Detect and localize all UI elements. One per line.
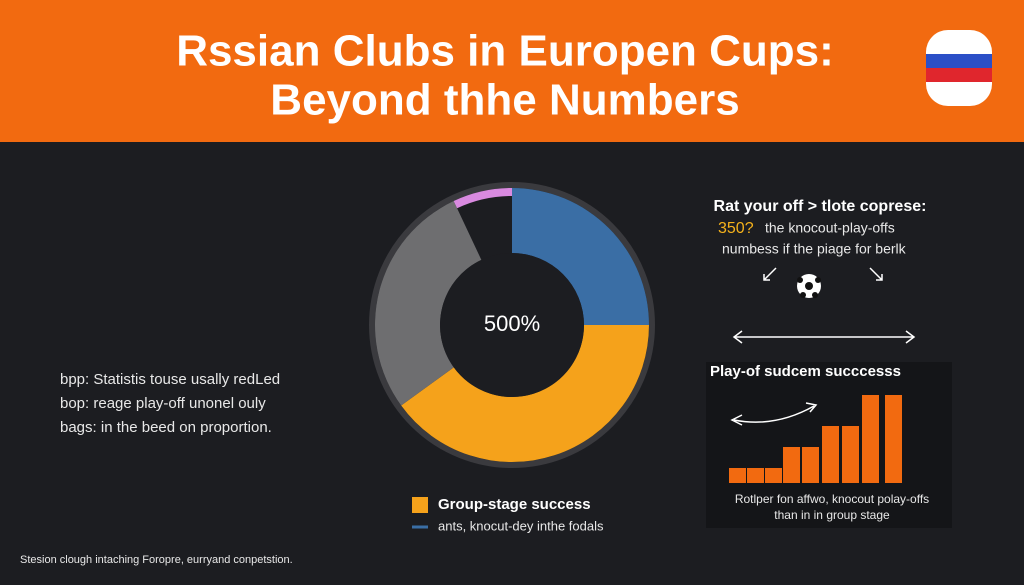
right-heading: Rat your off > tlote coprese: <box>714 198 927 215</box>
legend-label: ants, knocut-dey inthe fodals <box>438 518 604 533</box>
flag-icon <box>926 30 992 106</box>
header-band <box>0 0 1024 142</box>
bar <box>783 447 800 483</box>
arrows <box>732 267 916 344</box>
legend-swatch <box>412 497 428 513</box>
title-line: Beyond thhe Numbers <box>270 76 739 125</box>
left-note: bpp: Statistis touse usally redLed <box>60 371 280 388</box>
swap-arrow <box>730 402 818 426</box>
bar <box>747 468 764 483</box>
bar <box>765 468 782 483</box>
bar <box>885 395 902 483</box>
bar-caption: than in in group stage <box>774 508 890 522</box>
donut-segment <box>375 201 482 406</box>
donut-center-label: 500% <box>484 311 540 336</box>
donut-segment <box>512 188 649 325</box>
bar-title: Play-of sudcem succcesss <box>710 363 901 380</box>
donut-outline <box>369 182 655 468</box>
donut-hole <box>440 253 584 397</box>
donut-segment <box>401 325 649 462</box>
ball-icon <box>797 274 821 298</box>
bar <box>822 426 839 483</box>
donut-segment <box>453 188 512 209</box>
right-note: the knocout-play-offs <box>765 220 895 236</box>
right-note: numbess if the piage for berlk <box>722 241 907 257</box>
left-note: bop: reage play-off unonel ouly <box>60 395 266 412</box>
right-highlight: 350? <box>718 220 754 237</box>
legend-label: Group-stage success <box>438 496 591 513</box>
bar-caption: Rotlper fon affwo, knocout polay-offs <box>735 492 929 506</box>
title-line: Rssian Clubs in Europen Cups: <box>176 27 834 76</box>
legend-swatch <box>412 525 428 529</box>
bar <box>862 395 879 483</box>
bar <box>802 447 819 483</box>
bar <box>842 426 859 483</box>
footer: Stesion clough intaching Foropre, eurrya… <box>20 554 293 566</box>
bar <box>729 468 746 483</box>
left-note: bags: in the beed on proportion. <box>60 419 272 436</box>
